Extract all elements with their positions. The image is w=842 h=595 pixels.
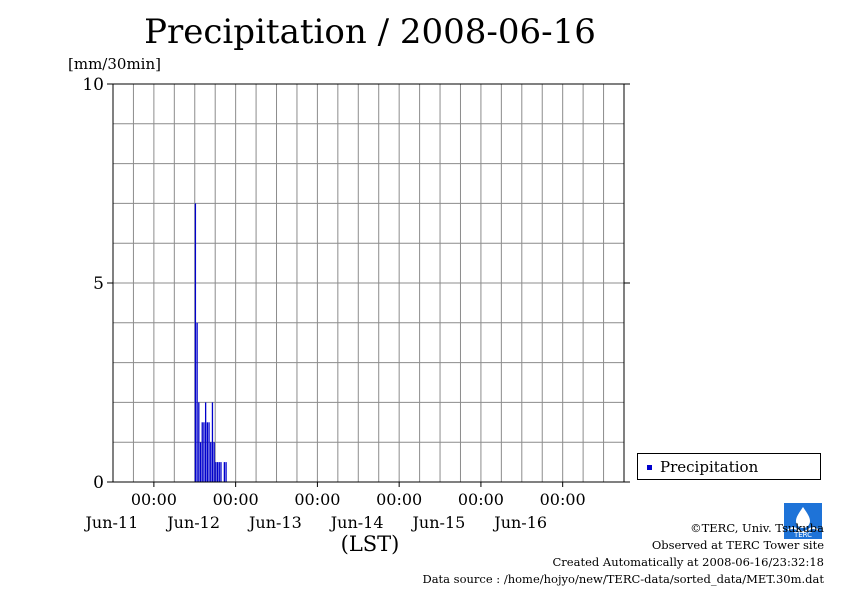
precipitation-bar: [194, 203, 197, 482]
precipitation-bar: [203, 422, 205, 482]
x-tick-date-label: Jun-16: [492, 513, 547, 532]
x-tick-date-label: Jun-11: [83, 513, 138, 532]
y-tick-label: 0: [93, 473, 104, 493]
precipitation-bar: [199, 442, 202, 482]
precipitation-bar: [206, 422, 208, 482]
x-tick-time-label: 00:00: [458, 490, 504, 509]
created-text: Created Automatically at 2008-06-16/23:3…: [552, 555, 825, 569]
precipitation-bar: [218, 462, 220, 482]
precipitation-bar: [223, 462, 226, 482]
y-axis-unit-label: [mm/30min]: [68, 55, 161, 73]
precipitation-bar: [213, 442, 215, 482]
logo-text: TERC: [793, 531, 812, 539]
x-tick-time-label: 00:00: [213, 490, 259, 509]
copyright-text: ©TERC, Univ. Tsukuba: [690, 521, 824, 535]
precipitation-bar: [210, 442, 212, 482]
precipitation-bar: [198, 402, 200, 482]
precipitation-bar: [215, 462, 217, 482]
site-text: Observed at TERC Tower site: [651, 538, 824, 552]
precipitation-bar: [201, 422, 203, 482]
precipitation-bar: [211, 402, 214, 482]
bar-series: [194, 203, 227, 482]
y-tick-label: 10: [82, 75, 104, 95]
x-tick-date-label: Jun-12: [165, 513, 220, 532]
x-tick-time-label: 00:00: [540, 490, 586, 509]
legend-label: Precipitation: [660, 458, 759, 476]
axis-ticks: 0 5 10 00:00 Jun-11 00:00 Jun-12 00:00 Jun-13 00:…: [82, 75, 630, 532]
x-tick-time-label: 00:00: [376, 490, 422, 509]
x-tick-time-label: 00:00: [294, 490, 340, 509]
terc-logo: TERC: [784, 503, 822, 539]
precipitation-bar: [216, 462, 219, 482]
y-tick-label: 5: [93, 274, 104, 294]
precipitation-bar: [220, 462, 222, 482]
precipitation-bar: [204, 402, 207, 482]
legend-swatch: [647, 465, 652, 470]
chart-title: Precipitation / 2008-06-16: [144, 12, 596, 52]
precipitation-bar: [196, 322, 198, 482]
precipitation-bar: [225, 462, 227, 482]
x-tick-date-label: Jun-13: [247, 513, 302, 532]
x-tick-date-label: Jun-15: [411, 513, 466, 532]
grid-lines: [113, 84, 624, 482]
source-text: Data source : /home/hojyo/new/TERC-data/…: [422, 572, 824, 586]
precipitation-bar: [208, 422, 210, 482]
x-tick-time-label: 00:00: [131, 490, 177, 509]
legend: Precipitation: [637, 453, 821, 480]
x-axis-label: (LST): [340, 532, 400, 556]
x-tick-date-label: Jun-14: [329, 513, 384, 532]
